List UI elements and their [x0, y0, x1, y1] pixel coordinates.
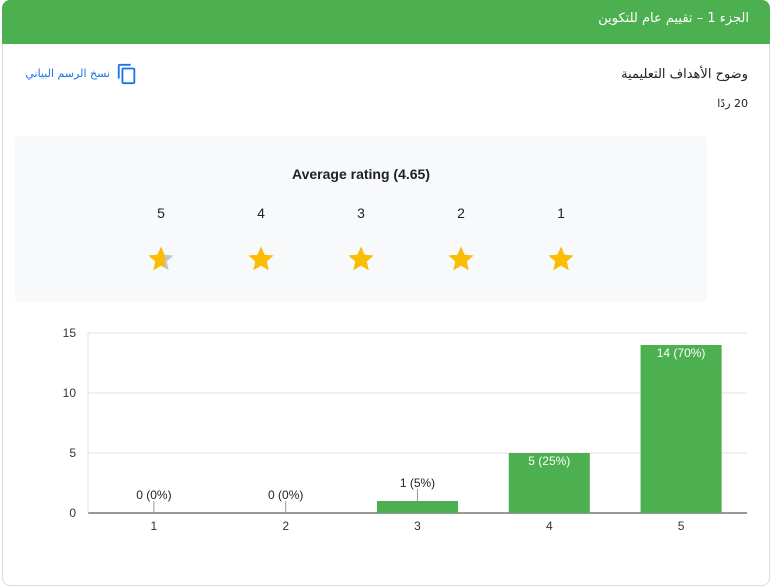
section-title: الجزء 1 – تقييم عام للتكوين [598, 11, 749, 26]
star-value-label: 2 [457, 205, 465, 221]
star-value-label: 1 [557, 205, 565, 221]
x-tick-label: 5 [678, 519, 685, 533]
copy-chart-button[interactable]: نسخ الرسم البياني [25, 62, 138, 86]
copy-chart-label[interactable]: نسخ الرسم البياني [25, 67, 110, 80]
bar [508, 453, 590, 513]
star-icon [248, 246, 274, 271]
y-tick-label: 0 [69, 506, 76, 520]
star-filled-shape [248, 246, 274, 271]
star-icon [348, 246, 374, 271]
x-tick-label: 3 [414, 519, 421, 533]
star-value-label: 3 [357, 205, 365, 221]
star-value-label: 4 [257, 205, 265, 221]
copy-icon[interactable] [116, 63, 138, 85]
data-label: 14 (70%) [657, 346, 706, 360]
star-filled-shape [448, 246, 474, 271]
star-icon [548, 246, 574, 271]
copy-icon-shape [117, 63, 136, 85]
response-count: 20 ردًا [717, 97, 748, 110]
star-filled-shape [348, 246, 374, 271]
star-column: 3 [311, 204, 411, 274]
rating-bar-chart: 0 5 10 15 0 (0%) 1 0 (0%) 2 1 (5%) 3 5 (25%) 4 14 (7… [63, 326, 747, 533]
data-label: 1 (5%) [400, 476, 435, 490]
y-tick-label: 5 [69, 446, 76, 460]
x-tick-label: 2 [282, 519, 289, 533]
star-filled-shape [548, 246, 574, 271]
average-rating-panel: Average rating (4.65) 5 4 3 2 1 [15, 136, 707, 302]
star-column: 4 [211, 204, 311, 274]
question-title: وضوح الأهداف التعليمية [621, 67, 748, 82]
x-tick-label: 1 [151, 519, 158, 533]
star-column: 2 [411, 204, 511, 274]
bar [376, 501, 459, 513]
rating-stars-row: 5 4 3 2 1 [111, 204, 611, 274]
data-label: 5 (25%) [528, 454, 570, 468]
star-icon [448, 246, 474, 271]
star-filled-shape [148, 246, 165, 271]
x-tick-label: 4 [546, 519, 553, 533]
star-column: 1 [511, 204, 611, 274]
y-tick-label: 10 [63, 386, 77, 400]
section-header: الجزء 1 – تقييم عام للتكوين [2, 0, 770, 44]
bar [640, 345, 722, 513]
average-rating-title: Average rating (4.65) [292, 166, 430, 182]
y-tick-label: 15 [63, 326, 77, 340]
data-label: 0 (0%) [136, 488, 171, 502]
star-value-label: 5 [157, 205, 165, 221]
data-label: 0 (0%) [268, 488, 303, 502]
star-icon [148, 246, 174, 271]
star-column: 5 [111, 204, 211, 274]
